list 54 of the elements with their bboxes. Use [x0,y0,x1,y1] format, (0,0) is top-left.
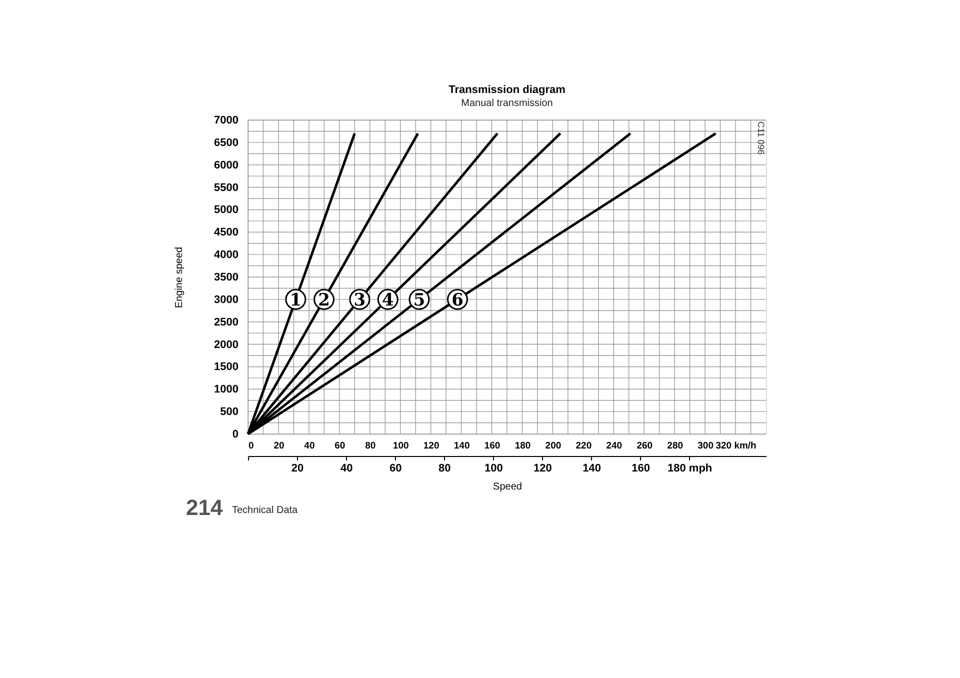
x-tick-label: 60 [334,440,346,452]
x-tick-label: 300 [698,440,714,452]
x2-tick-label: 100 [484,462,503,474]
y-tick-label: 5500 [214,182,238,194]
y-axis-title: Engine speed [174,246,186,308]
x2-tick-label: 60 [389,462,402,474]
annotation: 5 [413,290,426,310]
x-tick-label: 320 km/h [716,440,757,452]
x2-tick-label: 160 [632,462,650,474]
y-tick-label: 4500 [214,226,238,239]
y-tick-label: 4000 [214,249,238,262]
annotation: 1 [290,290,302,310]
x-tick-label: 120 [423,440,440,452]
annotation: 6 [452,290,464,310]
annotation: 2 [318,290,330,310]
x-tick-label: 260 [636,440,653,452]
x-tick-label: 140 [454,440,470,452]
x-tick-label: 220 [576,440,592,452]
y-tick-label: 0 [232,428,238,440]
y-tick-label: 1000 [214,384,238,396]
chart-title: Transmission diagram [448,84,566,96]
x-tick-label: 160 [484,440,500,452]
annotation: 4 [382,290,394,310]
x2-tick-label: 140 [582,462,601,474]
x-tick-label: 200 [545,440,562,452]
y-tick-label: 1500 [214,361,238,374]
annotation: 3 [354,290,366,310]
x-tick-label: 280 [667,440,684,452]
x-tick-label: 20 [274,440,284,452]
y-tick-label: 2000 [214,338,238,351]
y-tick-label: 3000 [214,294,238,306]
y-tick-label: 5000 [214,204,238,216]
x-tick-label: 240 [606,440,622,452]
text: 214 [186,495,224,520]
x-tick-label: 0 [248,440,254,452]
y-tick-label: 7000 [214,114,238,126]
x-axis-title: Speed [493,482,522,492]
y-tick-label: 6000 [214,159,238,172]
x2-tick-label: 40 [340,462,353,474]
x-tick-label: 100 [392,440,409,452]
x2-tick-label: 180 mph [668,462,712,474]
annotation: C11 096 [756,121,766,155]
x-tick-label: 80 [365,440,376,452]
x2-tick-label: 20 [291,462,304,474]
y-tick-label: 6500 [214,136,238,149]
chart-subtitle: Manual transmission [461,98,553,109]
x2-tick-label: 80 [438,462,451,474]
text: Technical Data [232,505,298,516]
x2-tick-label: 120 [534,462,552,474]
x-tick-label: 40 [304,440,315,452]
y-tick-label: 2500 [214,316,238,328]
y-tick-label: 3500 [214,272,238,284]
x-tick-label: 180 [514,440,531,452]
y-tick-label: 500 [220,406,238,418]
